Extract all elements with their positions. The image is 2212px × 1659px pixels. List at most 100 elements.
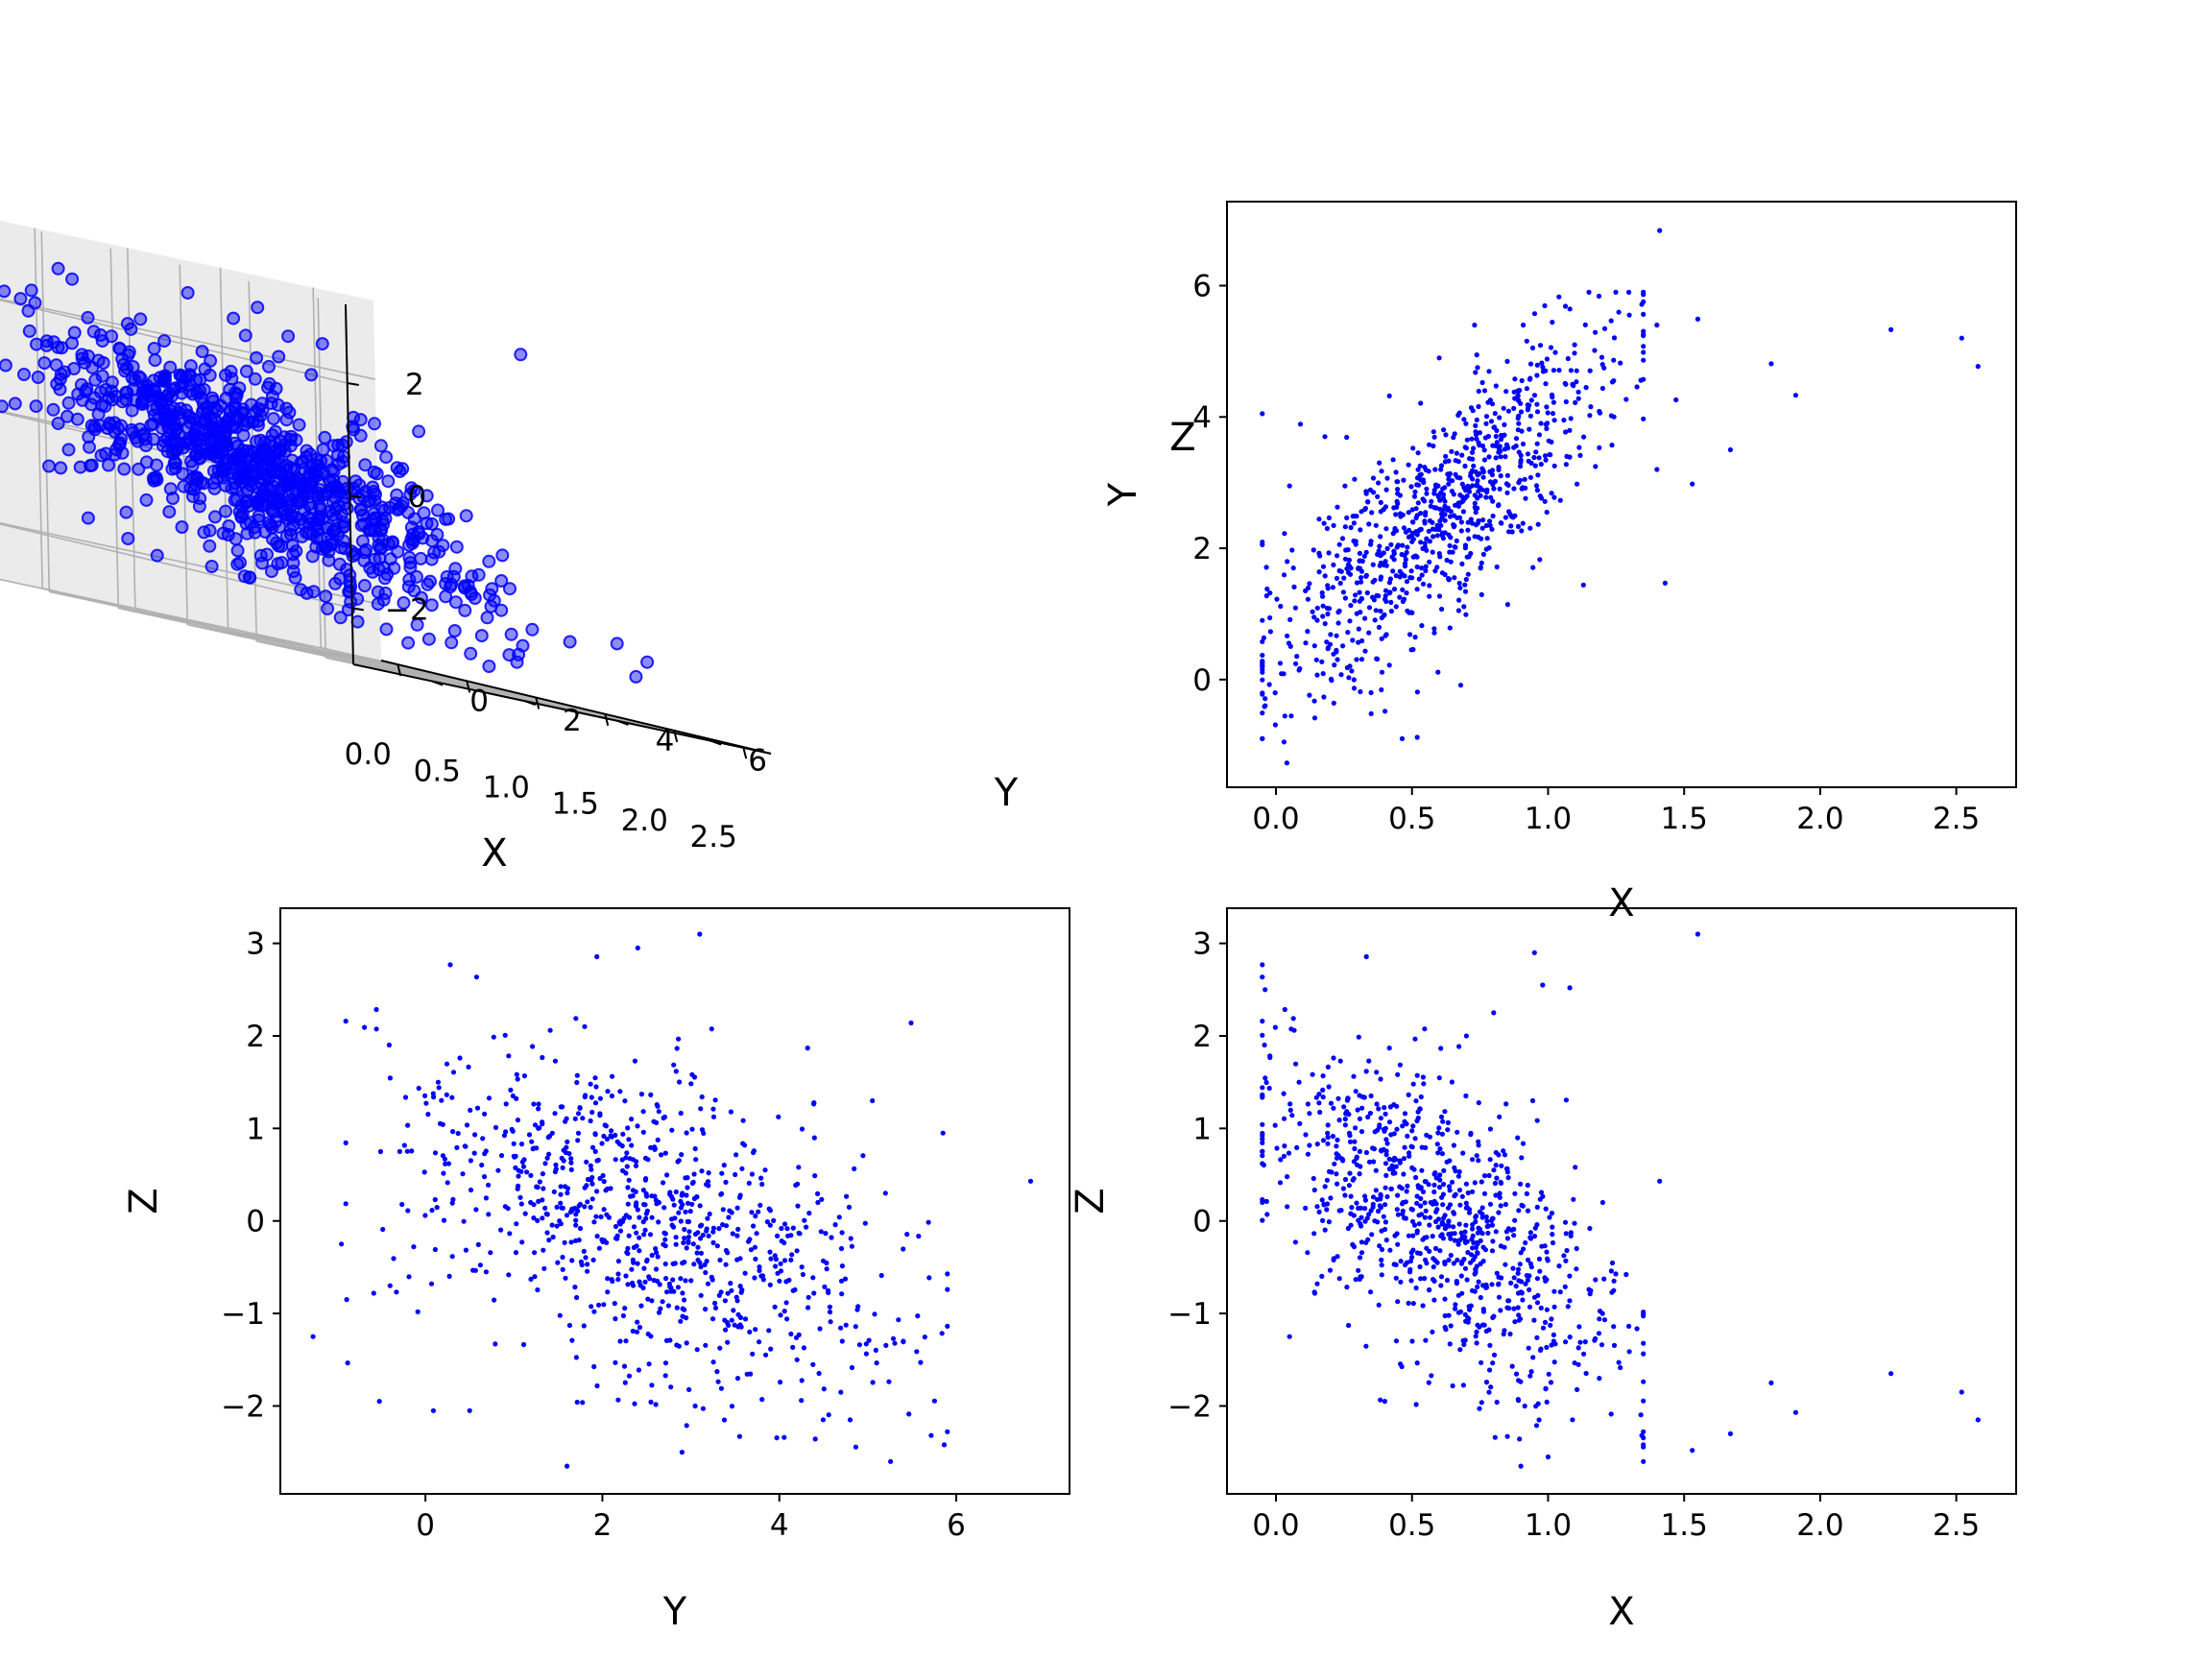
data-point xyxy=(784,1316,790,1322)
data-point xyxy=(421,1169,427,1175)
data-point xyxy=(757,1264,762,1270)
data-point xyxy=(1551,463,1557,469)
data-point xyxy=(617,1228,624,1234)
data-point xyxy=(1497,1114,1503,1119)
data-point xyxy=(1379,469,1384,474)
data-point xyxy=(719,1170,725,1176)
data-point xyxy=(1431,1182,1437,1188)
x-tick-label: 4 xyxy=(770,1508,789,1543)
data-point xyxy=(175,520,189,534)
data-point xyxy=(1608,318,1614,324)
data-point xyxy=(1572,1360,1577,1366)
data-point xyxy=(1545,410,1551,416)
data-point xyxy=(1515,1270,1521,1276)
data-point xyxy=(495,1167,501,1173)
data-point xyxy=(1423,1337,1429,1343)
data-point xyxy=(600,1172,606,1179)
data-point xyxy=(239,364,253,378)
data-point xyxy=(1479,1205,1485,1211)
data-point xyxy=(1498,473,1503,479)
data-point xyxy=(718,1385,725,1391)
data-point xyxy=(1341,575,1347,581)
data-point xyxy=(119,505,133,519)
data-point xyxy=(1462,1337,1468,1343)
data-point xyxy=(692,1403,698,1409)
data-point xyxy=(874,1360,879,1366)
data-point xyxy=(1292,605,1298,611)
data-point xyxy=(1303,1132,1309,1138)
data-point xyxy=(1473,370,1479,375)
data-point xyxy=(504,627,518,641)
data-point xyxy=(1409,519,1415,525)
data-point xyxy=(565,1139,570,1144)
data-point xyxy=(1552,349,1558,355)
data-point xyxy=(325,538,339,552)
data-point xyxy=(252,494,265,509)
data-point xyxy=(1535,472,1541,478)
data-point xyxy=(1539,360,1545,366)
data-point xyxy=(520,1164,527,1169)
data-point xyxy=(1357,589,1362,595)
data-point xyxy=(219,368,232,382)
data-point xyxy=(1334,1143,1339,1149)
data-point xyxy=(1456,1168,1462,1175)
data-point xyxy=(1260,663,1265,670)
data-point xyxy=(266,532,279,546)
data-point xyxy=(1303,588,1309,594)
data-point xyxy=(1406,1233,1411,1238)
data-point xyxy=(203,539,217,553)
data-point xyxy=(710,1359,716,1365)
data-point xyxy=(1267,1053,1273,1059)
data-point xyxy=(1402,552,1407,559)
data-point xyxy=(1376,1106,1382,1112)
data-point xyxy=(752,1275,757,1281)
data-point xyxy=(227,311,241,325)
data-point xyxy=(1415,467,1421,472)
data-point xyxy=(654,1201,660,1207)
data-point xyxy=(243,570,256,585)
data-point xyxy=(1597,445,1602,450)
data-point xyxy=(1511,1306,1517,1311)
data-point xyxy=(626,1177,632,1183)
data-point xyxy=(1599,354,1605,360)
data-point xyxy=(718,1289,724,1295)
data-point xyxy=(373,1006,379,1013)
data-point xyxy=(1503,1101,1509,1107)
data-point xyxy=(37,356,52,371)
data-point xyxy=(1654,467,1660,472)
data-point xyxy=(230,543,245,558)
data-point xyxy=(535,1286,541,1293)
data-point xyxy=(872,1311,878,1317)
data-point xyxy=(594,953,600,960)
data-point xyxy=(1520,1141,1527,1146)
data-point xyxy=(908,1020,914,1026)
data-point xyxy=(1424,1235,1430,1240)
data-point xyxy=(250,350,264,365)
data-point xyxy=(1608,1268,1614,1274)
data-point xyxy=(1485,399,1491,405)
data-point xyxy=(1497,415,1503,421)
data-point xyxy=(638,1092,645,1097)
data-point xyxy=(1342,483,1348,489)
data-point xyxy=(1393,469,1399,475)
data-point xyxy=(601,1207,607,1213)
data-point xyxy=(1561,418,1567,423)
data-point xyxy=(1527,1235,1533,1240)
y-tick-label: 0 xyxy=(469,685,489,719)
data-point xyxy=(495,548,510,563)
data-point xyxy=(1340,1158,1346,1164)
data-point xyxy=(1477,470,1482,476)
data-point xyxy=(339,435,353,449)
data-point xyxy=(1292,1239,1298,1245)
data-point xyxy=(1297,1120,1303,1126)
data-point xyxy=(1397,1062,1403,1068)
data-point xyxy=(1479,525,1485,531)
data-point xyxy=(1435,493,1441,500)
data-point xyxy=(1513,1371,1520,1377)
data-point xyxy=(1451,492,1456,497)
data-point xyxy=(479,1162,485,1168)
data-point xyxy=(1345,562,1351,567)
data-point xyxy=(615,1397,621,1403)
data-point xyxy=(1623,1271,1629,1278)
data-point xyxy=(486,1212,492,1217)
